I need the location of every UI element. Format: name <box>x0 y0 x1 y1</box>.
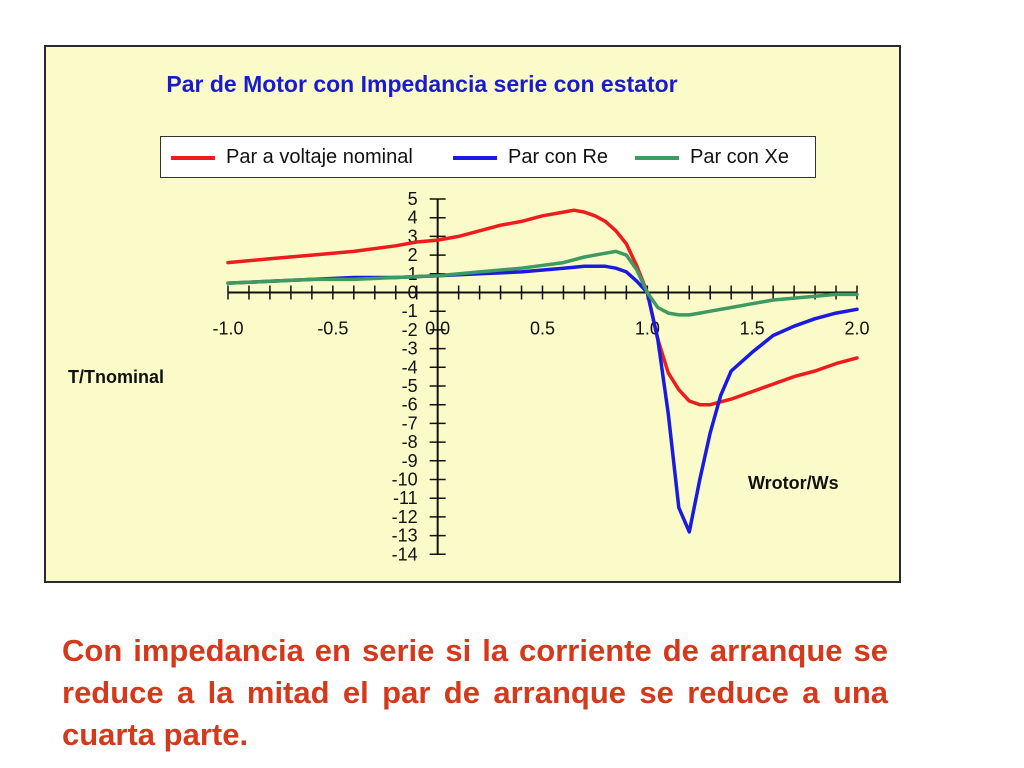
legend-label-nominal: Par a voltaje nominal <box>226 146 413 168</box>
x-tick-label: 0.5 <box>530 319 555 339</box>
chart-plot: -1.0 -0.5 0.0 0.5 1.0 1.5 2.0543210-1-2-3-4-5-… <box>212 189 869 564</box>
y-axis-label: T/Tnominal <box>68 367 164 387</box>
x-axis-label: Wrotor/Ws <box>748 473 839 493</box>
legend-swatch-re <box>453 156 497 160</box>
y-tick-label: -14 <box>392 544 418 564</box>
legend-swatch-xe <box>635 156 679 160</box>
legend-swatch-nominal <box>171 156 215 160</box>
y-tick-label: -7 <box>402 413 418 433</box>
x-tick-label: -1.0 <box>212 319 243 339</box>
series-line-nominal <box>226 208 859 407</box>
caption-text: Con impedancia en serie si la corriente … <box>62 633 888 752</box>
x-tick-label: 2.0 <box>844 319 869 339</box>
x-tick-label: 1.5 <box>740 319 765 339</box>
y-tick-label: 1 <box>408 264 418 284</box>
y-tick-label: -2 <box>402 320 418 340</box>
y-tick-label: -9 <box>402 451 418 471</box>
y-tick-label: 3 <box>408 226 418 246</box>
y-tick-label: -12 <box>392 507 418 527</box>
y-tick-label: -6 <box>402 395 418 415</box>
y-tick-label: -1 <box>402 301 418 321</box>
chart-title: Par de Motor con Impedancia serie con es… <box>166 71 678 97</box>
y-tick-label: -3 <box>402 339 418 359</box>
legend-label-re: Par con Re <box>508 146 609 168</box>
y-tick-label: 4 <box>408 208 418 228</box>
y-tick-label: -8 <box>402 432 418 452</box>
legend-label-xe: Par con Xe <box>690 146 789 168</box>
y-tick-label: -5 <box>402 376 418 396</box>
chart-legend: Par a voltaje nominal Par con Re Par con… <box>160 136 816 178</box>
y-tick-label: -10 <box>392 470 418 490</box>
y-tick-label: 2 <box>408 245 418 265</box>
y-tick-label: 0 <box>408 283 418 303</box>
y-tick-label: -13 <box>392 526 418 546</box>
chart-frame: -1.0 -0.5 0.0 0.5 1.0 1.5 2.0 5 4 3 2 1 0 -1 -2 -3 -4 -5-… <box>44 45 901 583</box>
y-tick-label: -11 <box>393 488 418 508</box>
series-line-xe <box>226 249 859 317</box>
x-tick-label: -0.5 <box>317 319 348 339</box>
y-tick-label: 5 <box>408 189 418 209</box>
y-tick-label: -4 <box>402 357 418 377</box>
